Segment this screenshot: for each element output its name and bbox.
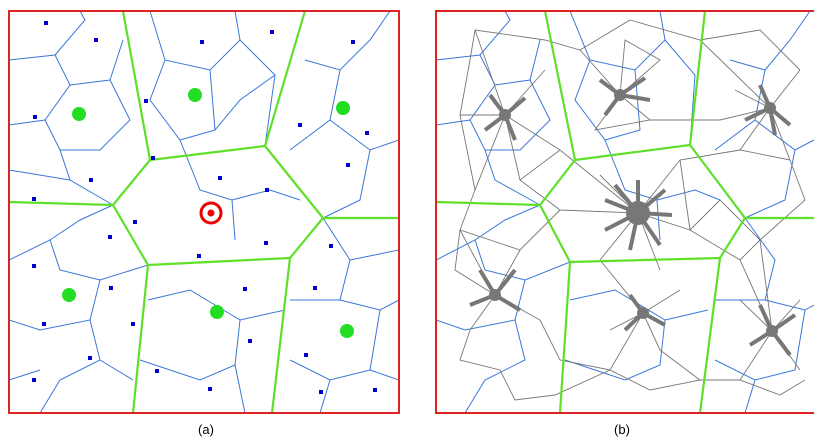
target (199, 201, 223, 225)
panel-b (436, 11, 814, 413)
panel-a (9, 11, 399, 413)
green-sites (62, 88, 354, 338)
sites (32, 21, 377, 394)
voronoi-cells (9, 11, 399, 413)
panel-label: (a) (198, 422, 214, 437)
panel-a-frame (8, 10, 400, 414)
panel-b-frame (435, 10, 814, 414)
panel-label: (b) (614, 422, 630, 437)
boundaries (9, 11, 399, 413)
boundaries (436, 11, 814, 413)
hubs (469, 76, 797, 357)
